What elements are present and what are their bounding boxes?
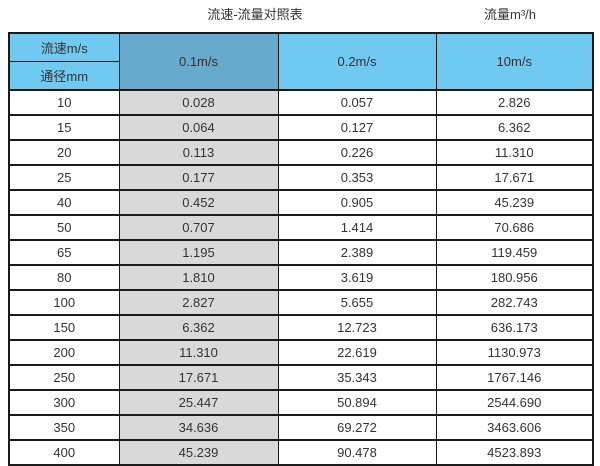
cell-flow-10ms: 2.826 [435,89,593,115]
corner-diameter-label: 通径mm [8,61,119,90]
table-row: 150 6.362 12.723 636.173 [8,314,593,340]
table-row: 400 45.239 90.478 4523.893 [8,439,593,465]
cell-diameter: 40 [8,189,119,215]
column-header-0-2ms: 0.2m/s [277,33,436,90]
header-row-2: 通径mm [8,61,593,90]
cell-flow-10ms: 636.173 [435,314,593,340]
cell-flow-0-1ms: 1.810 [118,264,278,290]
cell-flow-10ms: 4523.893 [435,439,593,465]
cell-flow-10ms: 45.239 [435,189,593,215]
cell-flow-10ms: 11.310 [435,139,593,165]
cell-flow-10ms: 282.743 [435,289,593,315]
table-row: 20 0.113 0.226 11.310 [8,139,593,165]
page-title: 流速-流量对照表 [207,7,303,22]
cell-flow-10ms: 2544.690 [435,389,593,415]
cell-flow-0-2ms: 2.389 [277,239,436,265]
cell-flow-0-2ms: 3.619 [277,264,436,290]
cell-flow-0-1ms: 25.447 [118,389,278,415]
cell-flow-0-1ms: 0.707 [118,214,278,240]
cell-flow-0-2ms: 35.343 [277,364,436,390]
cell-flow-0-1ms: 0.028 [118,89,278,115]
cell-flow-0-2ms: 50.894 [277,389,436,415]
cell-flow-0-2ms: 0.226 [277,139,436,165]
cell-flow-0-2ms: 0.057 [277,89,436,115]
cell-flow-0-2ms: 0.353 [277,164,436,190]
table-row: 350 34.636 69.272 3463.606 [8,414,593,440]
cell-diameter: 80 [8,264,119,290]
cell-flow-10ms: 6.362 [435,114,593,140]
table-row: 80 1.810 3.619 180.956 [8,264,593,290]
flow-unit-label: 流量m³/h [483,7,537,22]
cell-flow-0-1ms: 17.671 [118,364,278,390]
cell-flow-0-1ms: 11.310 [118,339,278,365]
cell-flow-0-2ms: 90.478 [277,439,436,465]
cell-flow-0-2ms: 1.414 [277,214,436,240]
cell-flow-0-1ms: 2.827 [118,289,278,315]
cell-flow-0-2ms: 0.127 [277,114,436,140]
cell-flow-0-1ms: 34.636 [118,414,278,440]
cell-flow-0-2ms: 22.619 [277,339,436,365]
cell-diameter: 250 [8,364,119,390]
table-row: 100 2.827 5.655 282.743 [8,289,593,315]
table-row: 10 0.028 0.057 2.826 [8,89,593,115]
table-row: 40 0.452 0.905 45.239 [8,189,593,215]
cell-diameter: 25 [8,164,119,190]
cell-diameter: 20 [8,139,119,165]
cell-flow-0-2ms: 5.655 [277,289,436,315]
cell-diameter: 15 [8,114,119,140]
cell-flow-10ms: 3463.606 [435,414,593,440]
cell-flow-0-1ms: 0.064 [118,114,278,140]
table-row: 200 11.310 22.619 1130.973 [8,339,593,365]
cell-diameter: 200 [8,339,119,365]
table-row: 50 0.707 1.414 70.686 [8,214,593,240]
cell-flow-0-1ms: 45.239 [118,439,278,465]
flow-rate-table: 流速m/s 0.1m/s 0.2m/s 10m/s 通径mm 10 0.028 0.… [8,32,594,466]
table-body: 10 0.028 0.057 2.826 15 0.064 0.127 6.362 20 0.11… [8,89,593,465]
cell-flow-10ms: 70.686 [435,214,593,240]
cell-diameter: 10 [8,89,119,115]
cell-diameter: 400 [8,439,119,465]
cell-flow-10ms: 1767.146 [435,364,593,390]
cell-flow-0-1ms: 0.113 [118,139,278,165]
table-row: 25 0.177 0.353 17.671 [8,164,593,190]
column-header-0-1ms: 0.1m/s [118,33,278,90]
cell-diameter: 150 [8,314,119,340]
cell-flow-0-1ms: 1.195 [118,239,278,265]
table-row: 65 1.195 2.389 119.459 [8,239,593,265]
cell-diameter: 100 [8,289,119,315]
table-row: 250 17.671 35.343 1767.146 [8,364,593,390]
table-row: 15 0.064 0.127 6.362 [8,114,593,140]
cell-flow-10ms: 119.459 [435,239,593,265]
header-row-1: 流速m/s 0.1m/s 0.2m/s 10m/s [8,33,593,90]
cell-diameter: 50 [8,214,119,240]
cell-flow-0-2ms: 12.723 [277,314,436,340]
column-header-10ms: 10m/s [435,33,593,90]
cell-flow-0-1ms: 6.362 [118,314,278,340]
cell-flow-10ms: 17.671 [435,164,593,190]
cell-flow-10ms: 180.956 [435,264,593,290]
cell-flow-10ms: 1130.973 [435,339,593,365]
cell-diameter: 300 [8,389,119,415]
cell-flow-0-2ms: 69.272 [277,414,436,440]
cell-diameter: 350 [8,414,119,440]
cell-flow-0-2ms: 0.905 [277,189,436,215]
table-header: 流速m/s 0.1m/s 0.2m/s 10m/s 通径mm [8,33,593,90]
corner-velocity-label: 流速m/s [8,33,119,62]
cell-flow-0-1ms: 0.177 [118,164,278,190]
cell-diameter: 65 [8,239,119,265]
table-row: 300 25.447 50.894 2544.690 [8,389,593,415]
cell-flow-0-1ms: 0.452 [118,189,278,215]
